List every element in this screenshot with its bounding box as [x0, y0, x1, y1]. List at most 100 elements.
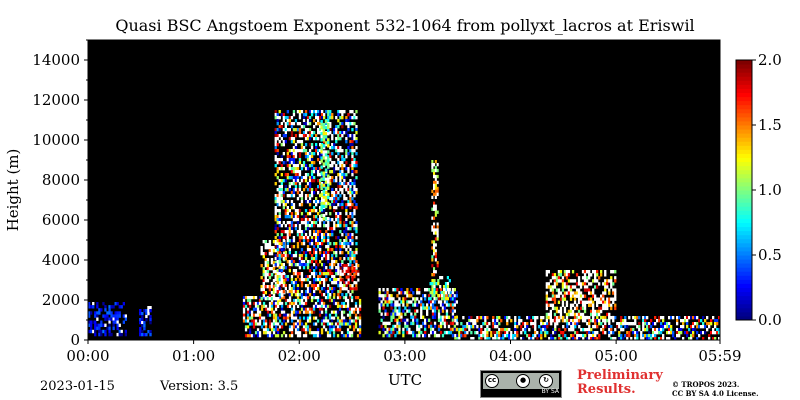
data-cell: [277, 243, 280, 247]
data-cell: [581, 300, 585, 304]
data-cell: [684, 331, 687, 335]
data-cell: [118, 323, 121, 327]
data-cell: [598, 309, 601, 314]
data-cell: [321, 191, 324, 195]
data-cell: [264, 331, 268, 335]
data-cell: [313, 218, 316, 222]
data-cell: [598, 276, 601, 280]
data-cell: [286, 245, 289, 249]
data-cell: [348, 319, 352, 323]
data-cell: [426, 318, 429, 322]
data-cell: [310, 110, 314, 114]
data-cell: [449, 321, 453, 326]
data-cell: [702, 316, 705, 320]
data-cell: [620, 337, 623, 341]
data-cell: [596, 337, 599, 341]
data-cell: [339, 179, 342, 183]
data-cell: [331, 200, 334, 204]
data-cell: [276, 301, 280, 306]
data-cell: [545, 294, 548, 298]
data-cell: [313, 176, 316, 180]
data-cell: [354, 313, 358, 317]
data-cell: [351, 161, 354, 165]
data-cell: [434, 207, 437, 211]
data-cell: [351, 239, 354, 243]
data-cell: [614, 279, 617, 283]
data-cell: [522, 328, 525, 332]
data-cell: [343, 264, 346, 268]
data-cell: [544, 334, 547, 338]
data-cell: [532, 316, 535, 320]
data-cell: [280, 230, 283, 234]
data-cell: [547, 297, 550, 301]
data-cell: [298, 170, 302, 174]
data-cell: [274, 146, 277, 150]
data-cell: [424, 321, 427, 326]
data-cell: [294, 146, 298, 150]
data-cell: [682, 319, 685, 323]
data-cell: [327, 123, 330, 127]
data-cell: [290, 224, 294, 228]
data-cell: [618, 334, 621, 338]
data-cell: [592, 279, 595, 283]
data-cell: [414, 315, 417, 319]
data-cell: [324, 310, 328, 314]
data-cell: [462, 325, 465, 329]
data-cell: [313, 119, 316, 123]
data-cell: [424, 327, 427, 332]
data-cell: [466, 322, 469, 326]
data-cell: [294, 310, 298, 314]
data-cell: [612, 270, 615, 274]
data-cell: [298, 257, 302, 261]
y-tick-label: 6000: [42, 211, 80, 229]
cc-license-badge[interactable]: cc ● ↻ BY SA: [480, 370, 562, 398]
data-cell: [288, 290, 291, 294]
data-cell: [353, 170, 356, 174]
data-cell: [266, 328, 270, 332]
data-cell: [337, 158, 340, 162]
data-cell: [298, 316, 302, 320]
data-cell: [604, 273, 607, 277]
data-cell: [308, 128, 312, 132]
data-cell: [286, 227, 289, 231]
colorbar-swatch: [736, 129, 752, 134]
data-cell: [306, 212, 310, 216]
data-cell: [482, 316, 485, 320]
data-cell: [286, 278, 289, 282]
data-cell: [571, 291, 575, 295]
data-cell: [656, 319, 659, 323]
data-cell: [339, 122, 342, 126]
data-cell: [472, 337, 475, 341]
data-cell: [426, 309, 429, 313]
colorbar-swatch: [736, 259, 752, 264]
data-cell: [496, 319, 499, 323]
data-cell: [306, 119, 310, 123]
data-cell: [606, 282, 609, 286]
data-cell: [602, 328, 605, 332]
data-cell: [100, 323, 103, 327]
colorbar-swatch: [736, 242, 752, 248]
data-cell: [437, 297, 441, 301]
data-cell: [347, 242, 350, 246]
data-cell: [396, 300, 399, 304]
data-cell: [339, 248, 342, 252]
data-cell: [353, 257, 356, 261]
x-tick-label: 03:00: [383, 347, 426, 365]
data-cell: [558, 337, 561, 341]
data-cell: [424, 297, 427, 301]
data-cell: [456, 337, 459, 341]
data-cell: [578, 325, 581, 329]
data-cell: [600, 315, 603, 320]
data-cell: [294, 269, 298, 273]
data-cell: [284, 134, 287, 138]
data-cell: [337, 131, 340, 135]
data-cell: [317, 191, 320, 195]
data-cell: [332, 298, 336, 303]
data-cell: [710, 322, 713, 326]
data-cell: [434, 192, 437, 196]
data-cell: [562, 325, 565, 329]
data-cell: [300, 179, 304, 183]
data-cell: [96, 311, 99, 315]
data-cell: [577, 297, 581, 301]
data-cell: [274, 164, 277, 168]
